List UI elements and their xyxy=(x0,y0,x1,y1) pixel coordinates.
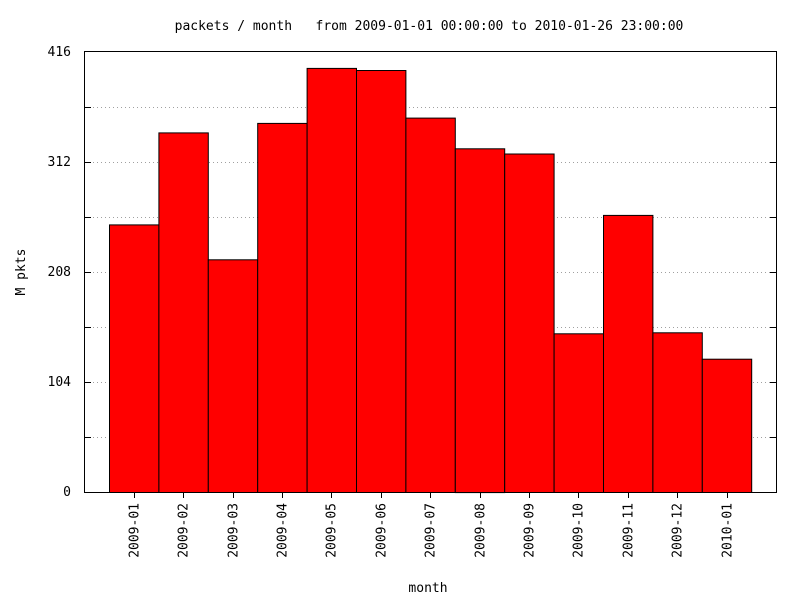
tick-labels: 0 104 208 312 416 2009-01 2009-02 2009-03 2009-0… xyxy=(48,45,736,558)
bar xyxy=(207,259,259,493)
bar xyxy=(257,122,308,494)
bar xyxy=(652,332,703,493)
plot-frame xyxy=(84,51,777,493)
x-tick-label: 2009-01 xyxy=(128,503,143,558)
x-tick-label: 2009-04 xyxy=(276,503,291,558)
x-tick-label: 2009-02 xyxy=(177,503,192,558)
bar xyxy=(603,214,654,493)
y-tick-label: 312 xyxy=(48,155,71,170)
y-tick-label: 416 xyxy=(48,45,71,60)
x-tick-label: 2009-08 xyxy=(474,503,489,558)
x-tick-label: 2009-09 xyxy=(523,503,538,558)
bar xyxy=(109,224,160,493)
x-tick-label: 2009-10 xyxy=(572,503,587,558)
bar xyxy=(701,358,753,494)
x-tick-label: 2009-06 xyxy=(375,503,390,558)
axis-ticks xyxy=(85,107,776,498)
x-tick-label: 2009-07 xyxy=(424,503,439,558)
x-tick-label: 2009-11 xyxy=(622,503,637,558)
bar xyxy=(158,132,209,493)
y-tick-label: 208 xyxy=(48,265,71,280)
x-tick-label: 2009-03 xyxy=(227,503,242,558)
chart-title: packets / month from 2009-01-01 00:00:00… xyxy=(175,19,684,34)
x-tick-label: 2009-05 xyxy=(325,503,340,558)
bar xyxy=(553,333,604,493)
y-tick-label: 104 xyxy=(48,375,72,390)
y-axis-label: M pkts xyxy=(14,249,29,296)
x-axis-label: month xyxy=(408,581,447,596)
x-tick-label: 2010-01 xyxy=(721,503,736,558)
x-tick-label: 2009-12 xyxy=(671,503,686,558)
y-tick-label: 0 xyxy=(63,485,71,500)
bar xyxy=(405,117,456,493)
bar xyxy=(454,148,506,494)
bar xyxy=(504,153,555,493)
bar xyxy=(356,70,407,493)
bar xyxy=(306,67,358,494)
bars xyxy=(109,67,753,494)
